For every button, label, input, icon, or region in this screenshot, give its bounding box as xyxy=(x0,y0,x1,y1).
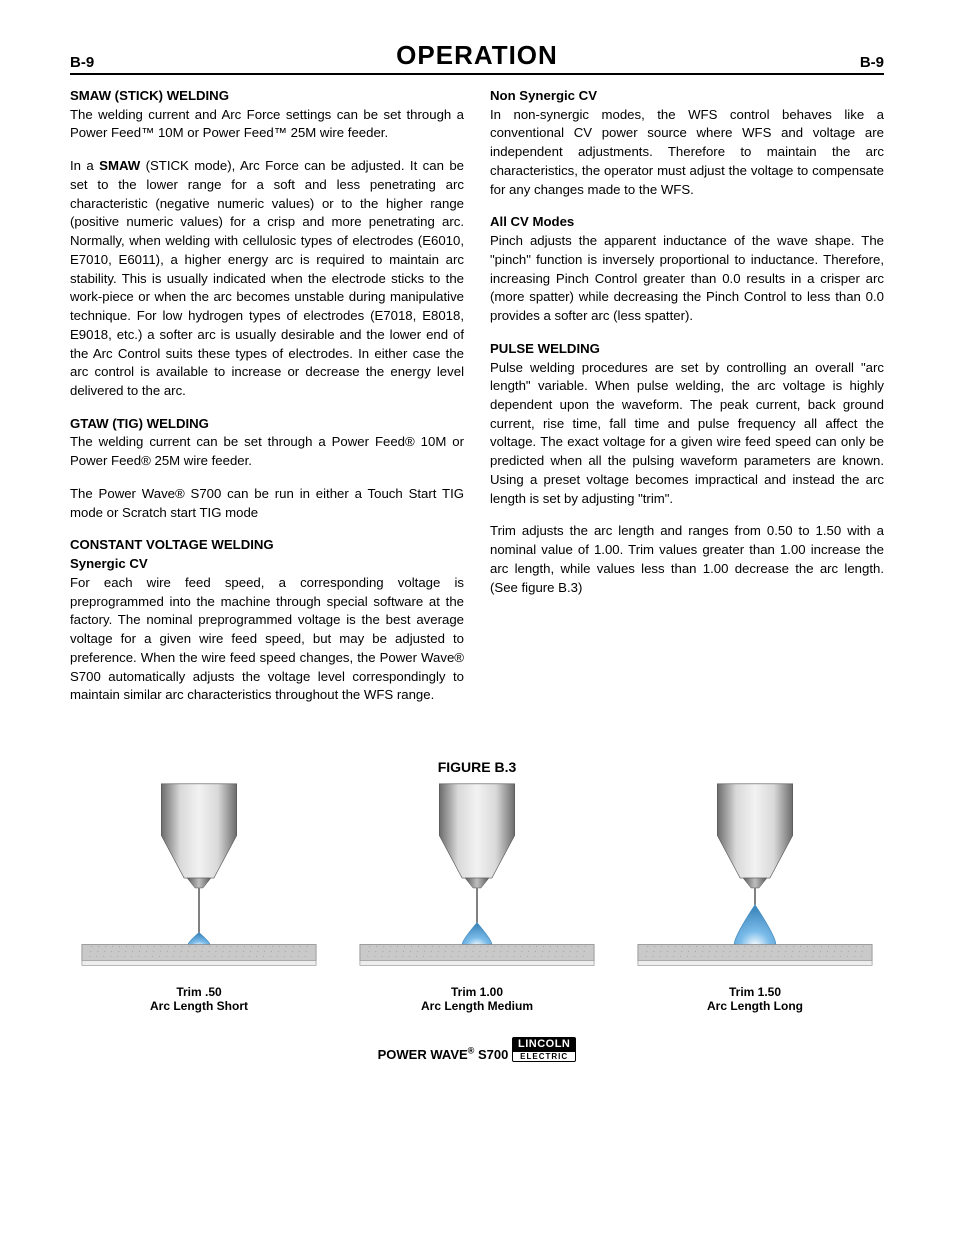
figure-b3: FIGURE B.3 xyxy=(70,759,884,1013)
product-name-suffix: S700 xyxy=(474,1047,508,1062)
logo-top: LINCOLN xyxy=(512,1037,576,1051)
page-number-right: B-9 xyxy=(860,54,884,71)
pulse-paragraph-2: Trim adjusts the arc length and ranges f… xyxy=(490,522,884,597)
arc-length-desc: Arc Length Medium xyxy=(421,999,533,1013)
smaw-p2-prefix: In a xyxy=(70,158,99,173)
arc-length-desc: Arc Length Short xyxy=(150,999,248,1013)
gtaw-heading: GTAW (TIG) WELDING xyxy=(70,415,464,434)
trim-value: Trim .50 xyxy=(176,985,221,999)
diagram-svg xyxy=(70,783,328,983)
diagram-svg xyxy=(626,783,884,983)
page-header: B-9 OPERATION B-9 xyxy=(70,40,884,75)
diagram-svg xyxy=(348,783,606,983)
page-number-left: B-9 xyxy=(70,54,94,71)
nonsynergic-heading: Non Synergic CV xyxy=(490,87,884,106)
page-title: OPERATION xyxy=(396,40,558,71)
pulse-heading: PULSE WELDING xyxy=(490,340,884,359)
trim-diagram: Trim 1.50Arc Length Long xyxy=(626,783,884,1013)
trim-diagram: Trim .50Arc Length Short xyxy=(70,783,328,1013)
trim-value: Trim 1.50 xyxy=(729,985,781,999)
synergic-cv-subheading: Synergic CV xyxy=(70,555,464,574)
lincoln-logo: LINCOLN ELECTRIC xyxy=(512,1037,576,1062)
gtaw-paragraph-2: The Power Wave® S700 can be run in eithe… xyxy=(70,485,464,522)
arc-length-desc: Arc Length Long xyxy=(707,999,803,1013)
figure-title: FIGURE B.3 xyxy=(70,759,884,775)
allcv-paragraph: Pinch adjusts the apparent inductance of… xyxy=(490,232,884,326)
gtaw-paragraph-1: The welding current can be set through a… xyxy=(70,433,464,470)
page-footer: POWER WAVE® S700 LINCOLN ELECTRIC xyxy=(70,1033,884,1062)
right-column: Non Synergic CV In non-synergic modes, t… xyxy=(490,87,884,719)
nonsynergic-paragraph: In non-synergic modes, the WFS control b… xyxy=(490,106,884,200)
cv-heading: CONSTANT VOLTAGE WELDING xyxy=(70,536,464,555)
cv-paragraph-1: For each wire feed speed, a correspondin… xyxy=(70,574,464,705)
content-columns: SMAW (STICK) WELDING The welding current… xyxy=(70,87,884,719)
smaw-p2-bold: SMAW xyxy=(99,158,140,173)
smaw-p2-rest: (STICK mode), Arc Force can be adjusted.… xyxy=(70,158,464,398)
pulse-paragraph-1: Pulse welding procedures are set by cont… xyxy=(490,359,884,509)
allcv-heading: All CV Modes xyxy=(490,213,884,232)
smaw-heading: SMAW (STICK) WELDING xyxy=(70,87,464,106)
smaw-paragraph-2: In a SMAW (STICK mode), Arc Force can be… xyxy=(70,157,464,401)
figure-diagrams: Trim .50Arc Length Short xyxy=(70,783,884,1013)
left-column: SMAW (STICK) WELDING The welding current… xyxy=(70,87,464,719)
smaw-paragraph-1: The welding current and Arc Force settin… xyxy=(70,106,464,143)
logo-bottom: ELECTRIC xyxy=(512,1051,576,1062)
trim-value: Trim 1.00 xyxy=(451,985,503,999)
trim-diagram: Trim 1.00Arc Length Medium xyxy=(348,783,606,1013)
product-name-prefix: POWER WAVE xyxy=(378,1047,468,1062)
